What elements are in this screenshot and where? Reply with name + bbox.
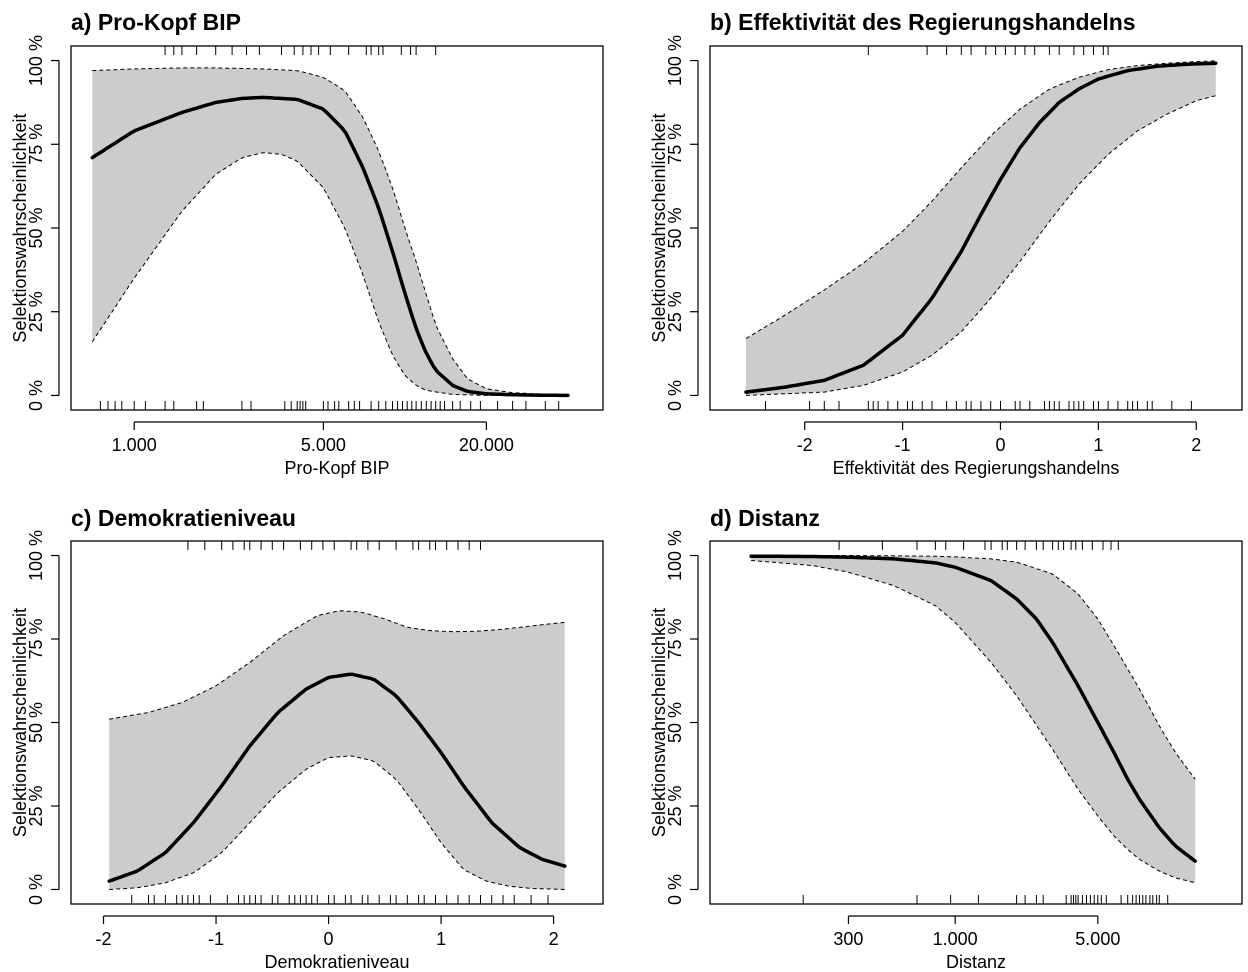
x-tick-label: 1 [1093, 435, 1103, 455]
y-tick-label: 50 % [665, 207, 685, 248]
y-axis-label: Selektionswahrscheinlichkeit [649, 608, 669, 837]
x-tick-label: 1.000 [933, 929, 978, 949]
y-tick-label: 75 % [26, 124, 46, 165]
plot-frame [709, 45, 1243, 411]
x-tick-label: -2 [96, 929, 112, 949]
x-tick-label: -1 [208, 929, 224, 949]
y-tick-label: 25 % [665, 785, 685, 826]
upper-bound-line [109, 610, 565, 720]
y-tick-label: 0 % [665, 380, 685, 411]
y-tick-label: 50 % [26, 207, 46, 248]
y-tick-label: 0 % [665, 874, 685, 905]
y-axis-label: Selektionswahrscheinlichkeit [649, 113, 669, 342]
panel-title: d) Distanz [710, 505, 820, 531]
panel-2: -2 -1 0 1 2 Effektivität des Regierungshandel… [649, 9, 1243, 478]
panel-3: -2 -1 0 1 2 Demokratieniveau 0 % 25 % 50 % 75 % 10… [10, 505, 604, 972]
lower-bound-line [745, 95, 1216, 396]
lower-bound-line [109, 755, 565, 890]
x-tick-label: 300 [833, 929, 863, 949]
estimate-line [744, 61, 1218, 394]
estimate-line [107, 672, 567, 883]
y-tick-label: 100 % [26, 35, 46, 86]
y-tick-label: 0 % [26, 380, 46, 411]
y-axis-label: Selektionswahrscheinlichkeit [10, 113, 30, 342]
y-tick-label: 100 % [665, 530, 685, 581]
panel-title: b) Effektivität des Regierungshandelns [710, 9, 1136, 35]
estimate-line [90, 95, 570, 398]
upper-bound-line [92, 67, 568, 396]
y-tick-label: 100 % [26, 530, 46, 581]
x-tick-label: 5.000 [1075, 929, 1120, 949]
y-tick-label: 25 % [26, 291, 46, 332]
plot-frame [709, 540, 1243, 905]
panel-title: a) Pro-Kopf BIP [71, 9, 241, 35]
x-tick-label: 2 [549, 929, 559, 949]
y-tick-label: 0 % [26, 874, 46, 905]
plot-frame [70, 540, 604, 905]
y-tick-label: 100 % [665, 35, 685, 86]
y-axis-label: Selektionswahrscheinlichkeit [10, 608, 30, 837]
x-tick-label: -2 [797, 435, 813, 455]
x-tick-label: 1 [436, 929, 446, 949]
estimate-line [749, 554, 1197, 863]
x-tick-label: 1.000 [112, 435, 157, 455]
y-tick-label: 50 % [665, 702, 685, 743]
upper-bound-line [745, 60, 1216, 339]
confidence-band [751, 555, 1196, 883]
confidence-band [746, 60, 1216, 396]
y-tick-label: 75 % [665, 618, 685, 659]
confidence-band [92, 67, 568, 396]
x-tick-label: 0 [995, 435, 1005, 455]
x-axis-label: Effektivität des Regierungshandelns [833, 458, 1120, 478]
y-tick-label: 50 % [26, 702, 46, 743]
x-axis-label: Distanz [946, 952, 1006, 972]
x-tick-label: 2 [1191, 435, 1201, 455]
x-axis-label: Demokratieniveau [264, 952, 409, 972]
x-tick-label: 0 [324, 929, 334, 949]
x-tick-label: 5.000 [301, 435, 346, 455]
y-tick-label: 25 % [26, 785, 46, 826]
panel-title: c) Demokratieniveau [71, 505, 296, 531]
confidence-band [109, 610, 565, 890]
x-tick-label: 20.000 [459, 435, 514, 455]
x-tick-label: -1 [895, 435, 911, 455]
plot-frame [70, 45, 604, 411]
y-tick-label: 25 % [665, 291, 685, 332]
y-tick-label: 75 % [26, 618, 46, 659]
y-tick-label: 75 % [665, 124, 685, 165]
lower-bound-line [91, 152, 568, 396]
x-axis-label: Pro-Kopf BIP [284, 458, 389, 478]
panel-4: 300 1.000 5.000 Distanz 0 % 25 % 50 % 75 % 100 %… [649, 505, 1243, 972]
panel-1: 1.000 5.000 20.000 Pro-Kopf BIP 0 % 25 % 50 % 7… [10, 9, 604, 478]
